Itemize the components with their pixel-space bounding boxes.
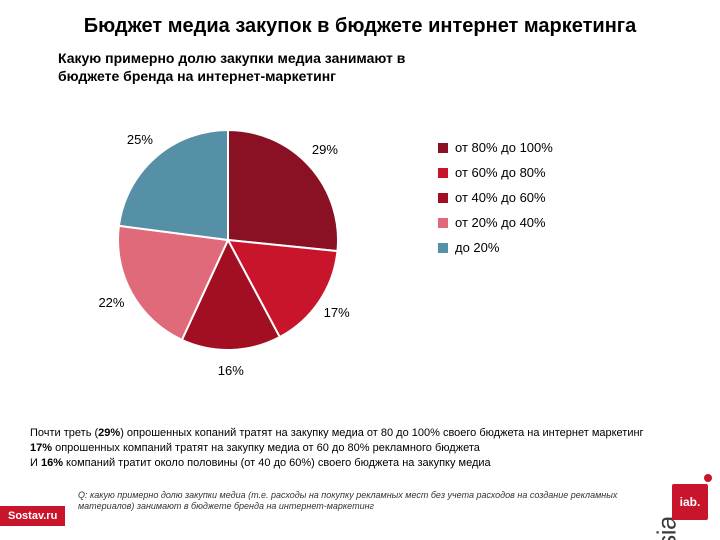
legend-item-lt_20: до 20% <box>438 240 553 255</box>
legend-swatch-icon <box>438 218 448 228</box>
legend-label: от 20% до 40% <box>455 215 546 230</box>
legend-label: до 20% <box>455 240 499 255</box>
slice-label-80_100: 29% <box>312 142 338 157</box>
legend-swatch-icon <box>438 193 448 203</box>
sostav-logo: Sostav.ru <box>0 506 65 526</box>
iab-box-icon: iab. <box>672 484 708 520</box>
iab-logo: russia iab. <box>670 330 714 530</box>
pie-svg <box>118 130 338 350</box>
slice-label-20_40: 22% <box>98 295 124 310</box>
chart-subtitle: Какую примерно долю закупки медиа занима… <box>0 43 440 91</box>
legend-item-80_100: от 80% до 100% <box>438 140 553 155</box>
slice-label-40_60: 16% <box>218 363 244 378</box>
legend-label: от 40% до 60% <box>455 190 546 205</box>
legend: от 80% до 100% от 60% до 80% от 40% до 60%… <box>438 140 553 265</box>
legend-swatch-icon <box>438 143 448 153</box>
slice-label-lt_20: 25% <box>127 132 153 147</box>
slice-label-60_80: 17% <box>324 305 350 320</box>
legend-label: от 60% до 80% <box>455 165 546 180</box>
page-title: Бюджет медиа закупок в бюджете интернет … <box>0 0 720 43</box>
pie-chart: 29%17%16%22%25% <box>118 130 338 350</box>
legend-swatch-icon <box>438 168 448 178</box>
summary-text: Почти треть (29%) опрошенных копаний тра… <box>30 426 650 471</box>
chart-area: 29%17%16%22%25% от 80% до 100%от 60% до … <box>58 130 668 400</box>
legend-swatch-icon <box>438 243 448 253</box>
legend-item-20_40: от 20% до 40% <box>438 215 553 230</box>
legend-label: от 80% до 100% <box>455 140 553 155</box>
legend-item-40_60: от 40% до 60% <box>438 190 553 205</box>
question-footnote: Q: какую примерно долю закупки медиа (т.… <box>78 490 638 513</box>
legend-item-60_80: от 60% до 80% <box>438 165 553 180</box>
iab-dot-icon <box>704 474 712 482</box>
